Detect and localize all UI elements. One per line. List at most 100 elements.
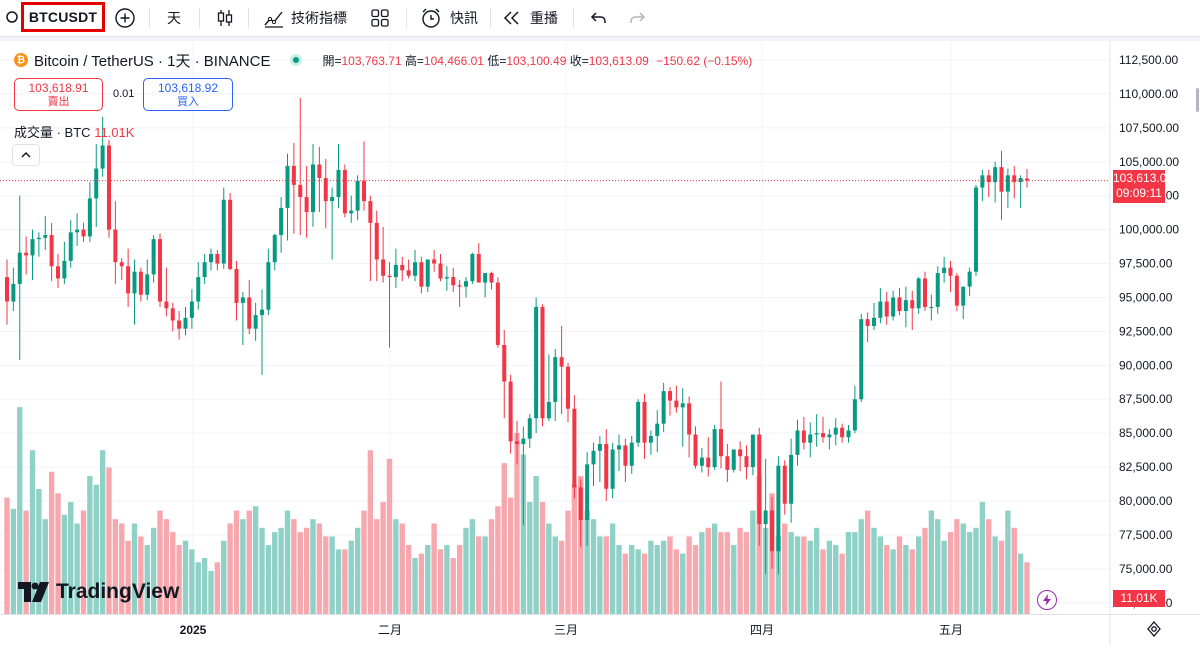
last-price-value: 103,613.09 [1113, 171, 1174, 185]
candle-body [253, 315, 258, 329]
candle-body [221, 199, 226, 264]
candle-body [515, 441, 519, 445]
candle-body [821, 433, 825, 438]
symbol-label: BTCUSDT [28, 9, 98, 25]
layout-templates-button[interactable] [370, 5, 390, 31]
candle-body [457, 285, 462, 287]
candle-body [725, 456, 730, 470]
volume-bar [584, 510, 590, 614]
interval-button[interactable]: 天 [167, 5, 181, 31]
candle-body [291, 165, 296, 185]
chart-settings-icon[interactable] [1146, 621, 1162, 637]
candle-body [744, 456, 749, 468]
collapse-legend-button[interactable] [12, 144, 40, 166]
candle-body [17, 252, 22, 284]
volume-bar [558, 540, 565, 614]
candle-body [706, 457, 711, 468]
volume-bar [622, 553, 629, 614]
candle-body [891, 297, 896, 317]
candle-body [712, 429, 717, 468]
sell-button[interactable]: 103,618.91 賣出 [14, 78, 103, 111]
symbol-title[interactable]: Bitcoin / TetherUS · 1天 · BINANCE [34, 52, 271, 70]
market-open-status-icon[interactable] [290, 54, 303, 66]
volume-bar [705, 527, 711, 614]
chart-type-button[interactable] [215, 5, 235, 31]
volume-legend[interactable]: 成交量 · BTC 11.01K [14, 122, 134, 141]
candle-body [980, 175, 985, 188]
volume-bar [74, 523, 80, 614]
volume-bar [246, 510, 252, 614]
volume-bar [960, 523, 966, 614]
last-volume-label: 11.01K [1113, 590, 1165, 607]
candle-body [68, 232, 73, 261]
candle-body [183, 317, 188, 329]
bitcoin-logo-icon: ₿ [14, 53, 28, 67]
time-tick-label: 三月 [554, 623, 578, 637]
candle-body [483, 273, 488, 283]
candle-body [916, 278, 921, 309]
volume-bar [539, 501, 546, 614]
alert-button[interactable]: 快訊 [420, 5, 478, 31]
scrollbar-handle[interactable] [1196, 88, 1199, 112]
time-tick-label: 二月 [378, 623, 402, 637]
candle-body [374, 222, 379, 260]
volume-bar [488, 519, 495, 614]
volume-bar [986, 519, 992, 614]
volume-bar [182, 540, 189, 614]
volume-bar [189, 549, 195, 614]
replay-button[interactable]: 重播 [502, 5, 558, 31]
candle-body [527, 418, 532, 439]
candle-body [910, 300, 915, 309]
buy-button[interactable]: 103,618.92 買入 [143, 78, 233, 111]
volume-bar [125, 540, 131, 614]
candle-body [272, 235, 277, 263]
candle-body [400, 264, 405, 271]
volume-bar [877, 536, 884, 614]
candle-body [897, 297, 902, 312]
candle-body [304, 197, 309, 212]
search-icon[interactable] [4, 10, 18, 24]
time-axis[interactable]: 2025 二月 三月 四月 五月 [180, 623, 963, 637]
low-value: 103,100.49 [506, 53, 567, 68]
volume-bar [826, 540, 833, 614]
price-tick-label: 80,000.00 [1119, 494, 1173, 508]
volume-bar [119, 523, 125, 614]
candle-body [406, 270, 411, 276]
volume-bar [431, 523, 437, 614]
candle-body [629, 442, 634, 466]
candle-body [801, 430, 806, 443]
flash-icon[interactable] [1037, 590, 1057, 610]
indicators-button[interactable]: 技術指標 [263, 5, 347, 31]
price-axis[interactable]: 112,500.00 110,000.00 107,500.00 105,000.00… [0, 41, 1200, 645]
candle-body [240, 297, 245, 303]
price-tick-label: 97,500.00 [1119, 257, 1173, 271]
candle-body [617, 445, 621, 450]
candle-body [285, 165, 290, 208]
open-label: 開= [322, 53, 342, 68]
volume-bar [839, 553, 845, 614]
candle-body [489, 273, 494, 283]
last-price-label: 103,613.09 09:09:11 [1113, 170, 1174, 203]
price-candles [5, 97, 1029, 575]
candle-body [209, 254, 213, 263]
volume-bar [597, 536, 603, 614]
high-label: 高= [404, 53, 424, 68]
volume-bar [99, 450, 106, 614]
candle-body [432, 259, 437, 264]
candle-body [789, 454, 794, 504]
volume-bar [405, 545, 412, 614]
chart-pane[interactable] [0, 37, 1200, 645]
candle-body [311, 164, 315, 212]
volume-bar [609, 523, 616, 614]
compare-symbol-button[interactable] [114, 5, 136, 31]
volume-bar [546, 523, 552, 614]
symbol-search-button[interactable]: BTCUSDT [21, 2, 105, 32]
candle-body [827, 434, 832, 438]
volume-bar [23, 510, 29, 614]
redo-button[interactable] [628, 5, 646, 31]
undo-button[interactable] [590, 5, 608, 31]
candle-body [100, 145, 105, 169]
candle-body [961, 286, 966, 306]
candle-body [840, 427, 845, 438]
